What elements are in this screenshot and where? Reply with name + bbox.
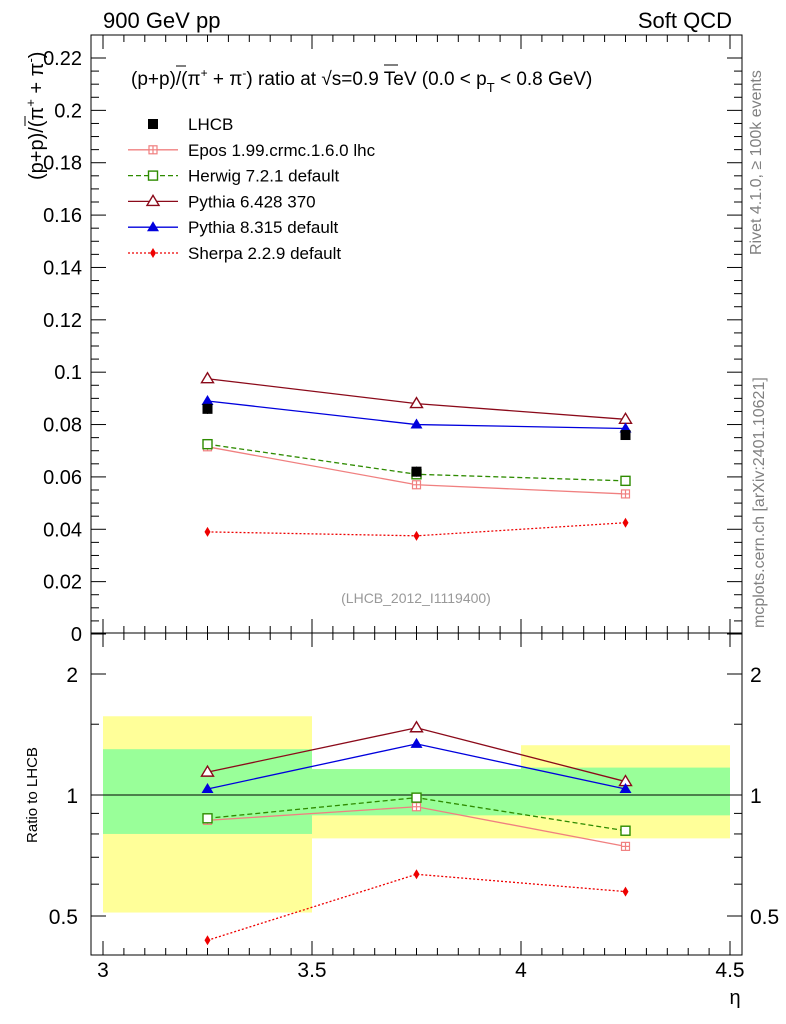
header-left: 900 GeV pp	[103, 8, 220, 33]
main-series-point-0	[620, 489, 631, 499]
main-ytick-label: 0.2	[54, 100, 82, 122]
legend-label-3: Pythia 6.428 370	[188, 192, 316, 211]
svg-text:(p+p)/(π+ + π-): (p+p)/(π+ + π-)	[23, 52, 48, 180]
ratio-series-point-1	[620, 825, 631, 836]
ratio-series-point-4	[622, 886, 629, 897]
svg-text:(p+p)/(π+ + π-) ratio at √s=0.: (p+p)/(π+ + π-) ratio at √s=0.9 TeV (0.0…	[131, 66, 592, 95]
ratio-series-point-3	[410, 737, 423, 748]
xtick-label: 4	[515, 959, 527, 982]
legend-label-5: Sherpa 2.2.9 default	[188, 244, 341, 263]
main-ytick-label: 0.02	[43, 572, 82, 594]
main-data-points	[202, 403, 631, 477]
ratio-series-point-4	[204, 935, 211, 946]
ratio-series-point-3	[619, 782, 632, 793]
legend-marker-4	[147, 221, 159, 232]
main-ytick-label: 0.22	[43, 48, 82, 70]
legend: LHCB Epos 1.99.crmc.1.6.0 lhc Herwig 7.2.1…	[128, 115, 376, 263]
ratio-ytick-label-right: 2	[750, 664, 762, 687]
legend-marker-3	[145, 194, 161, 207]
ratio-ytick-label-right: 1	[750, 785, 762, 808]
main-series-point-3	[410, 418, 423, 429]
legend-marker-1	[148, 145, 158, 155]
data-point	[411, 466, 422, 477]
main-series-point-1	[202, 438, 213, 450]
ratio-series-point-2	[409, 720, 424, 733]
ratio-series-point-0	[620, 841, 631, 851]
main-ytick-label: 0.1	[54, 362, 82, 384]
ratio-series-point-1	[202, 813, 213, 824]
ratio-ytick-label-left: 1	[66, 785, 78, 808]
main-ytick-label: 0.08	[43, 415, 82, 437]
ratio-series-point-0	[411, 802, 422, 812]
ratio-ytick-label-left: 2	[66, 664, 78, 687]
legend-label-0: LHCB	[188, 115, 233, 134]
header-right: Soft QCD	[638, 8, 732, 33]
main-ytick-label: 0.12	[43, 310, 82, 332]
main-series-point-3	[201, 394, 214, 405]
ratio-series-point-4	[413, 869, 420, 880]
main-axis-ticks: 0 0.02 0.04 0.06 0.08 0.1 0.12 0.14 0.16 0.18 0.2 0…	[43, 35, 742, 646]
data-point	[202, 403, 213, 414]
ratio-series	[200, 720, 633, 946]
ratio-ytick-label-left: 0.5	[49, 906, 78, 929]
xtick-label: 3	[97, 959, 109, 982]
legend-marker-5	[150, 248, 156, 258]
legend-marker-2	[147, 170, 159, 181]
xtick-label: 4.5	[715, 959, 744, 982]
legend-label-1: Epos 1.99.crmc.1.6.0 lhc	[188, 141, 376, 160]
ratio-series-point-2	[200, 764, 215, 777]
ratio-panel: 0.5 0.5 1 1 2 2 3 3.5 4 4.5	[49, 632, 779, 982]
main-series-point-3	[619, 422, 632, 433]
main-series-point-4	[413, 530, 420, 541]
main-ytick-label: 0.18	[43, 153, 82, 175]
main-ytick-label: 0.16	[43, 205, 82, 227]
ratio-ytick-label-right: 0.5	[750, 906, 779, 929]
analysis-watermark: (LHCB_2012_I1119400)	[341, 590, 491, 606]
main-ytick-label: 0.04	[43, 519, 82, 541]
ratio-ylabel: Ratio to LHCB	[24, 747, 41, 843]
legend-marker-0	[148, 119, 158, 129]
legend-label-2: Herwig 7.2.1 default	[188, 167, 339, 186]
main-series-point-1	[620, 475, 631, 487]
main-series-point-4	[204, 526, 211, 537]
main-title: (p+p)/(π+ + π-) ratio at √s=0.9 TeV (0.0…	[131, 64, 592, 95]
main-ylabel: (p+p)/(π+ + π-)	[23, 52, 48, 180]
main-ytick-label: 0	[71, 624, 82, 646]
main-panel: 0 0.02 0.04 0.06 0.08 0.1 0.12 0.14 0.16 0.18 0.2 0…	[43, 34, 743, 646]
legend-label-4: Pythia 8.315 default	[188, 218, 339, 237]
main-ytick-label: 0.14	[43, 257, 82, 279]
main-series-point-2	[618, 411, 633, 425]
ratio-axis-ticks: 0.5 0.5 1 1 2 2 3 3.5 4 4.5	[49, 633, 779, 982]
rivet-label: Rivet 4.1.0, ≥ 100k events	[748, 70, 765, 255]
main-series	[200, 371, 633, 541]
main-series-point-2	[409, 396, 424, 409]
ratio-series-line-4	[207, 873, 626, 941]
main-series-point-4	[622, 517, 629, 528]
ratio-series-point-1	[411, 792, 422, 803]
x-axis-label: η	[729, 987, 740, 1009]
main-ytick-label: 0.06	[43, 467, 82, 489]
mcplots-label: mcplots.cern.ch [arXiv:2401.10621]	[751, 377, 768, 628]
data-point	[620, 430, 631, 441]
ratio-frame	[90, 632, 743, 956]
main-series-point-0	[411, 480, 422, 490]
ratio-series-point-3	[201, 782, 214, 793]
main-series-point-2	[200, 371, 215, 384]
xtick-label: 3.5	[297, 959, 326, 982]
